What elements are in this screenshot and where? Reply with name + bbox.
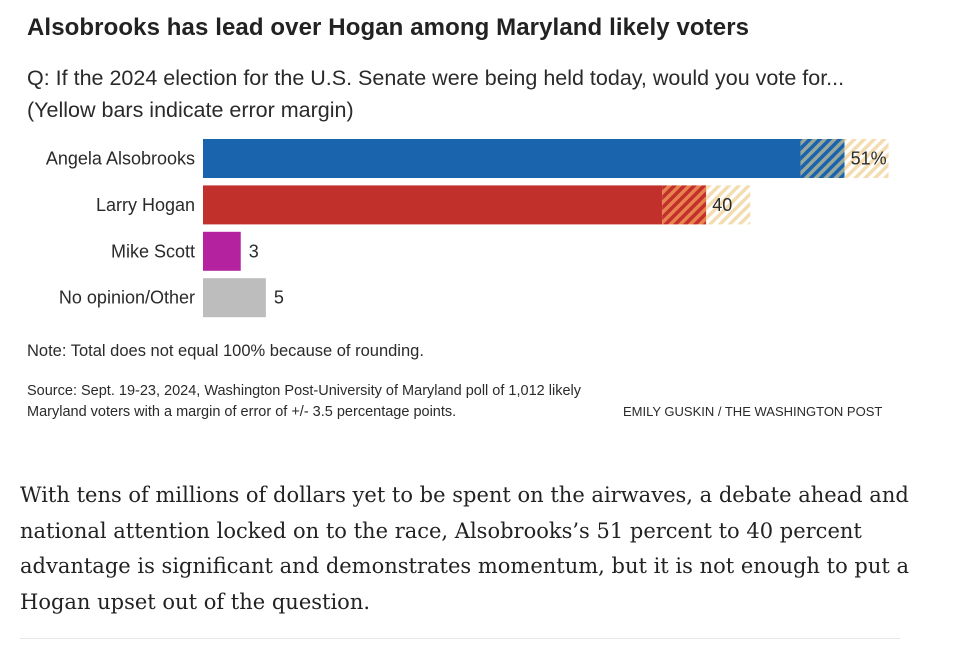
bar-solid <box>203 185 663 225</box>
bar-row: Angela Alsobrooks 51% <box>46 139 889 178</box>
category-label: Larry Hogan <box>96 195 195 215</box>
chart-credit: EMILY GUSKIN / THE WASHINGTON POST <box>623 404 883 419</box>
bar <box>203 278 266 318</box>
bar <box>203 231 241 271</box>
category-label: Angela Alsobrooks <box>46 149 195 169</box>
bar-row: No opinion/Other 5 <box>59 278 284 318</box>
chart-question: Q: If the 2024 election for the U.S. Sen… <box>27 66 845 122</box>
article-paragraph: With tens of millions of dollars yet to … <box>20 483 909 614</box>
bar-error-upper <box>706 185 751 225</box>
category-label: Mike Scott <box>111 241 195 261</box>
bar-error-lower <box>662 185 707 225</box>
chart-source: Source: Sept. 19-23, 2024, Washington Po… <box>27 383 581 420</box>
chart-note: Note: Total does not equal 100% because … <box>27 342 424 360</box>
value-label: 51% <box>851 149 887 169</box>
value-label: 40 <box>712 195 732 215</box>
bar-chart: Angela Alsobrooks 51% Larry Hogan 40 Mike Sc… <box>46 139 889 318</box>
chart-title: Alsobrooks has lead over Hogan among Mar… <box>27 14 750 41</box>
bar-row: Larry Hogan 40 <box>96 185 751 225</box>
bar-rows: Angela Alsobrooks 51% Larry Hogan 40 Mike Sc… <box>46 139 889 318</box>
divider <box>20 638 900 639</box>
value-label: 5 <box>274 288 284 308</box>
bar-row: Mike Scott 3 <box>111 231 259 271</box>
bar-solid <box>203 139 801 178</box>
bar-error-lower <box>800 139 845 178</box>
value-label: 3 <box>249 241 259 261</box>
bar-error-upper <box>844 139 889 178</box>
category-label: No opinion/Other <box>59 288 195 308</box>
